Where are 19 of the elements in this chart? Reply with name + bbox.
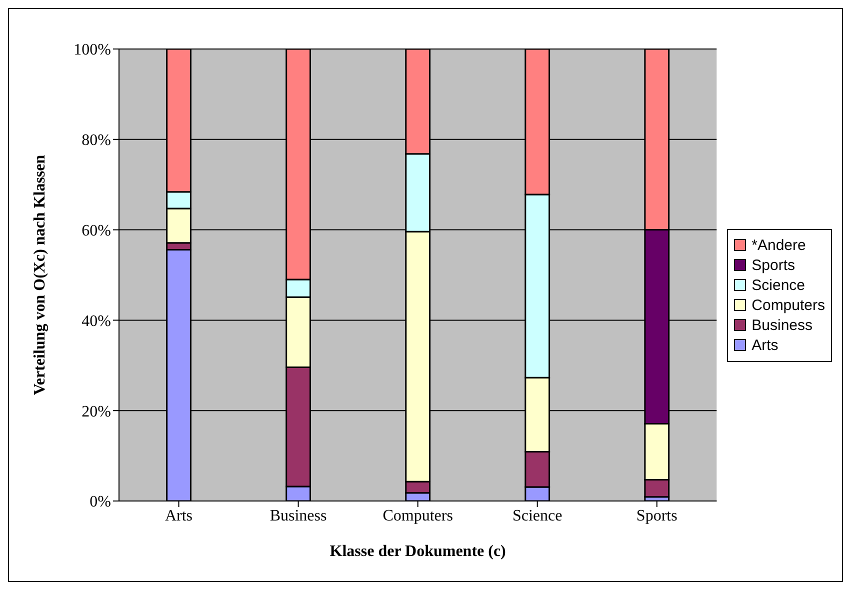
y-tick-label: 80% [82, 132, 111, 150]
y-tick-label: 60% [82, 222, 111, 240]
x-tick-label: Science [512, 507, 562, 524]
x-tick-label: Computers [382, 507, 453, 524]
x-tick-label: Arts [164, 507, 193, 524]
legend-label: Business [752, 316, 813, 334]
legend-label: Science [752, 276, 806, 294]
y-tick-label: 0% [90, 494, 111, 511]
y-tick-label: 20% [82, 403, 111, 420]
legend-label: *Andere [752, 236, 806, 254]
y-axis-title: Verteilung von O(Xc) nach Klassen [32, 154, 49, 396]
x-tick-label: Sports [636, 507, 678, 524]
y-tick-label: 40% [82, 312, 111, 330]
x-tick-label: Business [270, 507, 327, 524]
legend-label: Computers [752, 296, 825, 314]
legend-label: Arts [752, 336, 778, 354]
y-tick-label: 100% [74, 42, 111, 59]
legend-label: Sports [752, 256, 795, 274]
x-axis-title: Klasse der Dokumente (c) [330, 543, 506, 560]
